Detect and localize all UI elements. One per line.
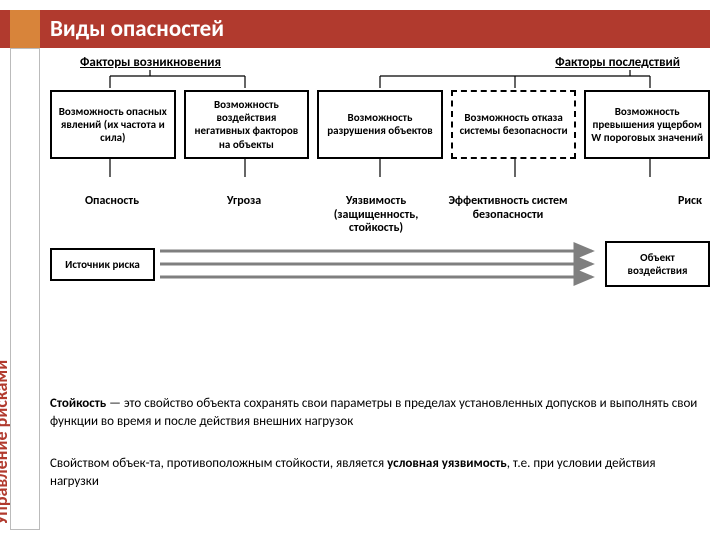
sidebar bbox=[10, 48, 40, 530]
factor-box-5: Возможность превышения ущербом W порогов… bbox=[584, 90, 710, 159]
header-accent bbox=[10, 10, 40, 48]
p2a-text: Свойством объек-та, противоположным стой… bbox=[50, 456, 387, 471]
page-title: Виды опасностей bbox=[50, 15, 224, 43]
factor-box-3: Возможность разрушения объектов bbox=[317, 90, 443, 159]
header-bar: Виды опасностей bbox=[0, 10, 710, 48]
mid-label-5: Риск bbox=[578, 195, 710, 236]
mid-connectors bbox=[50, 159, 710, 177]
object-box: Объект воздействия bbox=[605, 241, 710, 287]
factor-box-4: Возможность отказа системы безопасности bbox=[451, 90, 577, 159]
mid-label-3: Уязвимость (защищенность, стойкость) bbox=[314, 195, 438, 236]
p1-text: — это свойство объекта сохранять свои па… bbox=[50, 396, 697, 429]
sidebar-label: Управление рисками bbox=[0, 360, 12, 525]
mid-label-4: Эффективность систем безопасности bbox=[446, 195, 570, 236]
p1-bold: Стойкость bbox=[50, 396, 106, 411]
factor-boxes-row: Возможность опасных явлений (их частота … bbox=[50, 90, 710, 159]
top-label-right: Факторы последствий bbox=[555, 55, 680, 70]
top-connectors bbox=[50, 70, 710, 88]
paragraph-1: Стойкость — это свойство объекта сохраня… bbox=[50, 395, 700, 430]
factor-box-1: Возможность опасных явлений (их частота … bbox=[50, 90, 176, 159]
bottom-row: Источник риска Объект воздействия bbox=[50, 240, 710, 288]
flow-arrows bbox=[160, 240, 600, 288]
mid-label-2: Угроза bbox=[182, 195, 306, 236]
paragraph-2: Свойством объек-та, противоположным стой… bbox=[50, 455, 700, 490]
mid-labels-row: Опасность Угроза Уязвимость (защищенност… bbox=[50, 195, 710, 236]
top-label-left: Факторы возникновения bbox=[80, 55, 221, 70]
diagram-area: Факторы возникновения Факторы последстви… bbox=[50, 55, 710, 288]
factor-box-2: Возможность воздействия негативных факто… bbox=[184, 90, 310, 159]
p2-bold: условная уязвимость bbox=[387, 456, 507, 471]
mid-label-1: Опасность bbox=[50, 195, 174, 236]
source-box: Источник риска bbox=[50, 248, 155, 281]
